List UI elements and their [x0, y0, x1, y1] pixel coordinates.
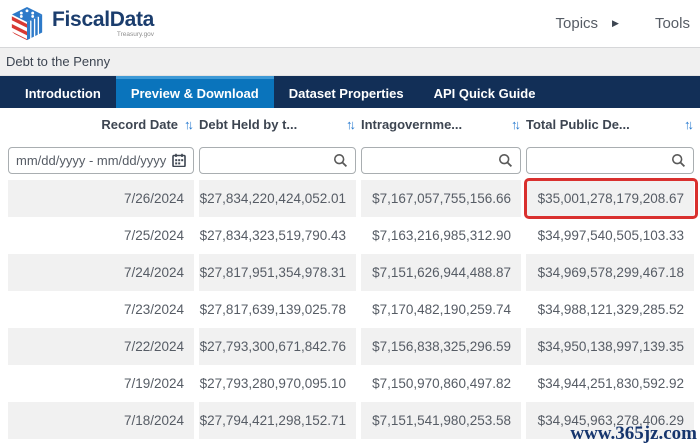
record-date-cell: 7/22/2024: [8, 328, 194, 365]
nav-tools-label: Tools: [654, 15, 690, 32]
column-label: Intragovernme...: [361, 116, 463, 132]
table-row: 7/19/2024 $27,793,280,970,095.10 $7,150,97…: [8, 365, 694, 402]
amount-cell: $7,163,216,985,312.90: [372, 228, 511, 243]
amount-cell: $27,817,951,354,978.31: [199, 254, 356, 291]
table-row: 7/18/2024 $27,794,421,298,152.71 $7,151,54…: [8, 402, 694, 439]
amount-cell: $27,793,280,970,095.10: [199, 376, 346, 391]
amount-cell: $27,834,220,424,052.01: [199, 180, 356, 217]
search-icon: [671, 153, 686, 168]
search-icon: [498, 153, 513, 168]
amount-cell: $27,817,639,139,025.78: [199, 302, 346, 317]
column-header-record-date[interactable]: Record Date ↑↓: [8, 117, 194, 132]
tab-preview-download[interactable]: Preview & Download: [115, 76, 274, 108]
data-table: Record Date ↑↓ Debt Held by t... ↑↓ Intr…: [0, 108, 700, 439]
record-date-cell: 7/24/2024: [8, 254, 194, 291]
tab-bar: Introduction Preview & Download Dataset …: [0, 76, 700, 108]
date-range-filter[interactable]: [8, 146, 194, 174]
table-filter-row: [8, 140, 694, 180]
date-range-input[interactable]: [16, 152, 172, 168]
fiscaldata-logo[interactable]: FiscalData Treasury.gov: [8, 6, 154, 42]
column-header-debt-held[interactable]: Debt Held by t... ↑↓: [199, 117, 356, 132]
search-filter-intragovernmental[interactable]: [361, 146, 521, 174]
page-title: Debt to the Penny: [6, 54, 111, 69]
amount-cell: $7,151,541,980,253.58: [361, 402, 521, 439]
column-label: Total Public De...: [526, 116, 630, 132]
nav-topics-label: Topics: [555, 15, 599, 32]
fiscaldata-cube-icon: [8, 6, 46, 42]
site-header: FiscalData Treasury.gov Topics ▶ Tools: [0, 0, 700, 48]
column-header-total-public-debt[interactable]: Total Public De... ↑↓: [526, 117, 694, 132]
search-icon: [333, 153, 348, 168]
amount-cell: $7,156,838,325,296.59: [361, 328, 521, 365]
tab-introduction[interactable]: Introduction: [25, 86, 101, 101]
brand-subtitle: Treasury.gov: [116, 30, 155, 38]
record-date-cell: 7/18/2024: [8, 402, 194, 439]
amount-cell: $7,167,057,755,156.66: [361, 180, 521, 217]
chevron-right-icon: ▶: [612, 18, 619, 28]
column-label: Debt Held by t...: [199, 116, 298, 132]
sort-icon[interactable]: ↑↓: [346, 116, 356, 132]
tab-api-quick-guide[interactable]: API Quick Guide: [433, 86, 536, 101]
site-nav: Topics ▶ Tools: [556, 15, 690, 32]
table-header-row: Record Date ↑↓ Debt Held by t... ↑↓ Intr…: [8, 108, 694, 140]
amount-cell: $34,950,138,997,139.35: [526, 328, 694, 365]
record-date-cell: 7/25/2024: [123, 228, 184, 243]
sort-icon[interactable]: ↑↓: [511, 116, 521, 132]
table-row: 7/22/2024 $27,793,300,671,842.76 $7,156,83…: [8, 328, 694, 365]
column-label: Record Date: [101, 116, 178, 132]
record-date-cell: 7/26/2024: [8, 180, 194, 217]
amount-cell: $27,793,300,671,842.76: [199, 328, 356, 365]
amount-cell: $7,150,970,860,497.82: [372, 376, 511, 391]
amount-cell: $34,988,121,329,285.52: [537, 302, 684, 317]
tab-dataset-properties[interactable]: Dataset Properties: [288, 86, 404, 101]
search-input[interactable]: [207, 152, 333, 168]
nav-tools[interactable]: Tools: [655, 15, 690, 32]
amount-cell: $34,969,578,299,467.18: [526, 254, 694, 291]
calendar-icon[interactable]: [172, 153, 186, 167]
amount-cell: $27,794,421,298,152.71: [199, 402, 356, 439]
record-date-cell: 7/19/2024: [123, 376, 184, 391]
amount-cell: $34,944,251,830,592.92: [537, 376, 684, 391]
amount-cell: $34,945,963,278,406.29: [526, 402, 694, 439]
table-row: 7/25/2024 $27,834,323,519,790.43 $7,163,21…: [8, 217, 694, 254]
brand-name: FiscalData: [52, 7, 155, 31]
sort-icon[interactable]: ↑↓: [184, 116, 194, 132]
breadcrumb: Debt to the Penny: [0, 48, 700, 76]
search-filter-total-public-debt[interactable]: [526, 146, 694, 174]
record-date-cell: 7/23/2024: [123, 302, 184, 317]
watermark-text: www.365jz.com: [570, 423, 697, 444]
table-row: 7/23/2024 $27,817,639,139,025.78 $7,170,48…: [8, 291, 694, 328]
table-body: 7/26/2024 $27,834,220,424,052.01 $7,167,05…: [8, 180, 694, 439]
search-input[interactable]: [534, 152, 671, 168]
amount-cell: $7,170,482,190,259.74: [372, 302, 511, 317]
amount-cell: $7,151,626,944,488.87: [361, 254, 521, 291]
sort-icon[interactable]: ↑↓: [684, 116, 694, 132]
amount-cell: $35,001,278,179,208.67: [526, 180, 694, 217]
search-filter-debt-held[interactable]: [199, 146, 356, 174]
nav-topics[interactable]: Topics ▶: [556, 15, 619, 32]
table-row: 7/26/2024 $27,834,220,424,052.01 $7,167,05…: [8, 180, 694, 217]
amount-cell: $27,834,323,519,790.43: [199, 228, 346, 243]
column-header-intragovernmental[interactable]: Intragovernme... ↑↓: [361, 117, 521, 132]
amount-cell: $34,997,540,505,103.33: [537, 228, 684, 243]
table-row: 7/24/2024 $27,817,951,354,978.31 $7,151,62…: [8, 254, 694, 291]
search-input[interactable]: [369, 152, 498, 168]
